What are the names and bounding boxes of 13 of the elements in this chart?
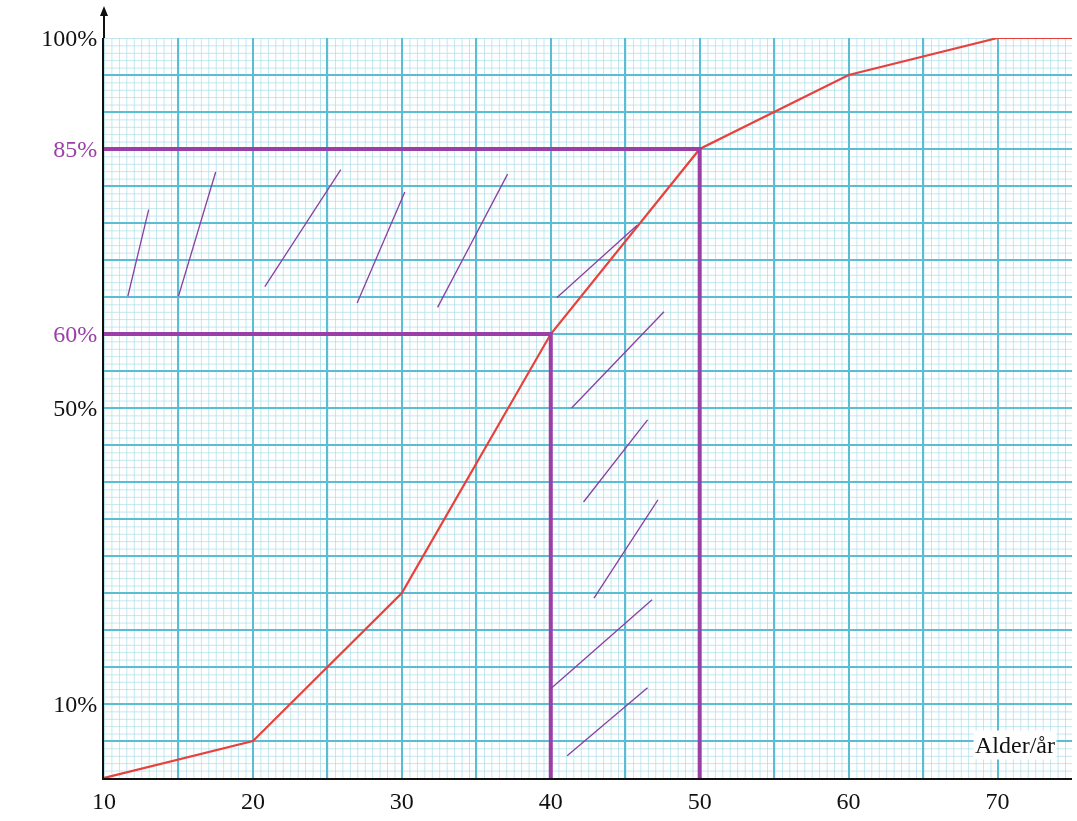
- y-tick-label: 100%: [41, 25, 98, 52]
- x-tick-label: 70: [985, 787, 1010, 814]
- y-tick-label: 85%: [53, 136, 98, 163]
- y-tick-label: 10%: [53, 691, 98, 718]
- x-tick-label: 50: [687, 787, 712, 814]
- x-tick-label: 20: [240, 787, 265, 814]
- x-tick-label: 40: [538, 787, 563, 814]
- x-tick-label: 60: [836, 787, 861, 814]
- x-tick-label: 30: [389, 787, 414, 814]
- x-tick-label: 10: [92, 787, 116, 814]
- y-tick-label: 50%: [53, 395, 98, 422]
- x-axis-title: Alder/år: [975, 732, 1055, 758]
- y-tick-label: 60%: [53, 321, 98, 348]
